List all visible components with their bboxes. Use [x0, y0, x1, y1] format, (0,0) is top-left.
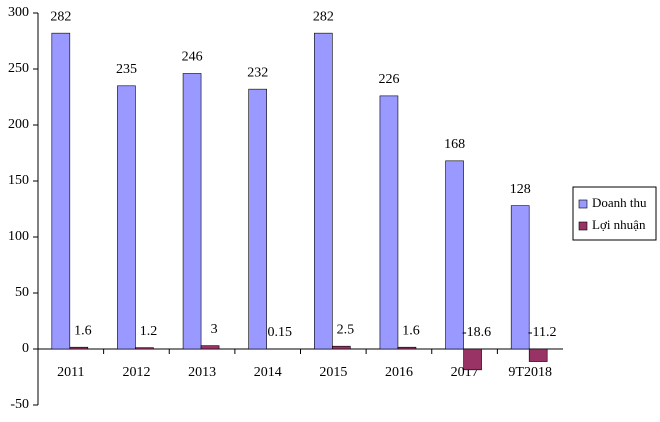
- data-label: 168: [444, 137, 465, 152]
- data-label: 282: [313, 9, 334, 24]
- y-tick-label: -50: [10, 397, 29, 412]
- y-tick-label: 200: [8, 117, 29, 132]
- x-tick-label: 2012: [122, 365, 150, 380]
- legend-swatch: [578, 199, 588, 209]
- legend-label: Doanh thu: [592, 195, 647, 210]
- data-label: 235: [116, 62, 137, 77]
- bar: [510, 205, 530, 350]
- bar: [248, 88, 267, 350]
- y-tick-label: 300: [8, 5, 29, 20]
- bar: [117, 85, 136, 350]
- x-tick-label: 9T2018: [508, 365, 552, 380]
- y-tick-label: 250: [8, 61, 29, 76]
- data-label: 1.6: [402, 323, 420, 338]
- bar: [397, 346, 417, 350]
- y-tick-label: 150: [8, 173, 29, 188]
- data-label: 226: [378, 72, 399, 87]
- y-tick-label: 0: [22, 341, 29, 356]
- legend-box: [572, 186, 657, 241]
- bar: [445, 160, 464, 350]
- data-label: 232: [247, 65, 268, 80]
- x-tick-label: 2016: [385, 365, 413, 380]
- legend-swatch: [578, 221, 588, 231]
- bar: [528, 348, 548, 362]
- data-label: 1.6: [74, 323, 92, 338]
- data-label: 0.15: [267, 325, 292, 340]
- data-label: 128: [510, 182, 531, 197]
- data-label: -18.6: [462, 325, 491, 340]
- bar: [332, 345, 351, 350]
- bar: [135, 347, 154, 350]
- data-label: 2.5: [337, 322, 355, 337]
- bar: [182, 73, 202, 350]
- data-label: 246: [182, 50, 203, 65]
- data-label: 3: [211, 322, 218, 337]
- data-label: -11.2: [528, 325, 557, 340]
- bar: [51, 32, 71, 350]
- x-tick-label: 2014: [254, 365, 282, 380]
- y-tick-label: 100: [8, 229, 29, 244]
- data-label: 282: [50, 9, 71, 24]
- bar: [200, 345, 220, 350]
- x-tick-label: 2015: [319, 365, 347, 380]
- legend-label: Lợi nhuận: [592, 217, 646, 232]
- x-tick-label: 2011: [57, 365, 84, 380]
- bar: [314, 32, 333, 350]
- y-tick-label: 50: [15, 285, 29, 300]
- bar: [463, 348, 482, 371]
- data-label: 1.2: [140, 324, 158, 339]
- bar: [69, 346, 89, 350]
- x-tick-label: 2013: [188, 365, 216, 380]
- bar: [379, 95, 399, 350]
